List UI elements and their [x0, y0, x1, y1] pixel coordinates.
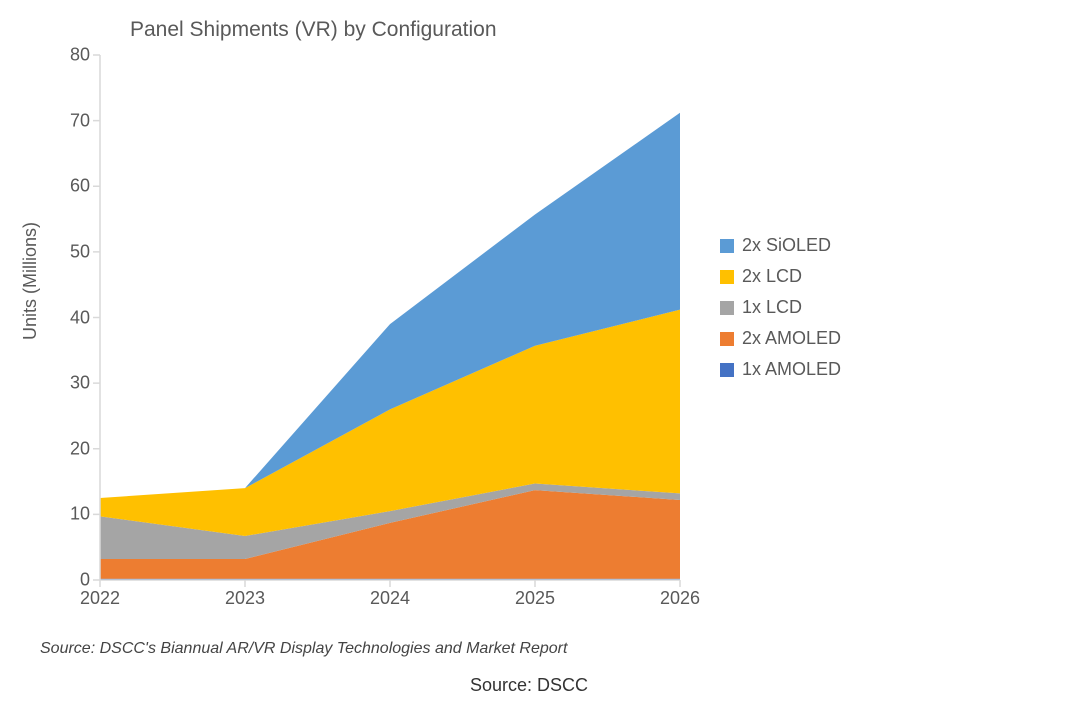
x-tick-label: 2022: [60, 580, 140, 609]
stacked-area-svg: [100, 55, 680, 580]
legend-item: 2x SiOLED: [720, 235, 841, 256]
legend-label: 2x AMOLED: [742, 328, 841, 349]
legend-swatch: [720, 363, 734, 377]
x-tick-label: 2025: [495, 580, 575, 609]
y-axis-label: Units (Millions): [20, 222, 41, 340]
y-tick-label: 10: [40, 504, 100, 525]
y-tick-label: 80: [40, 45, 100, 66]
legend-label: 2x LCD: [742, 266, 802, 287]
legend-swatch: [720, 301, 734, 315]
source-credit: Source: DSCC: [470, 675, 588, 696]
legend-item: 2x AMOLED: [720, 328, 841, 349]
y-tick-label: 20: [40, 438, 100, 459]
legend-item: 1x LCD: [720, 297, 841, 318]
legend-label: 1x AMOLED: [742, 359, 841, 380]
legend-item: 2x LCD: [720, 266, 841, 287]
legend-swatch: [720, 332, 734, 346]
legend: 2x SiOLED 2x LCD 1x LCD 2x AMOLED 1x AMOLED: [720, 235, 841, 390]
y-tick-label: 70: [40, 110, 100, 131]
legend-label: 1x LCD: [742, 297, 802, 318]
source-footnote: Source: DSCC's Biannual AR/VR Display Te…: [40, 640, 567, 658]
y-tick-label: 30: [40, 373, 100, 394]
plot-area: 0102030405060708020222023202420252026: [100, 55, 680, 580]
legend-label: 2x SiOLED: [742, 235, 831, 256]
y-tick-label: 60: [40, 176, 100, 197]
legend-swatch: [720, 270, 734, 284]
y-tick-label: 50: [40, 241, 100, 262]
x-tick-label: 2023: [205, 580, 285, 609]
legend-item: 1x AMOLED: [720, 359, 841, 380]
y-tick-label: 40: [40, 307, 100, 328]
x-tick-label: 2024: [350, 580, 430, 609]
figure-container: Panel Shipments (VR) by Configuration Un…: [0, 0, 1080, 716]
legend-swatch: [720, 239, 734, 253]
chart-title: Panel Shipments (VR) by Configuration: [130, 18, 497, 42]
x-tick-label: 2026: [640, 580, 720, 609]
